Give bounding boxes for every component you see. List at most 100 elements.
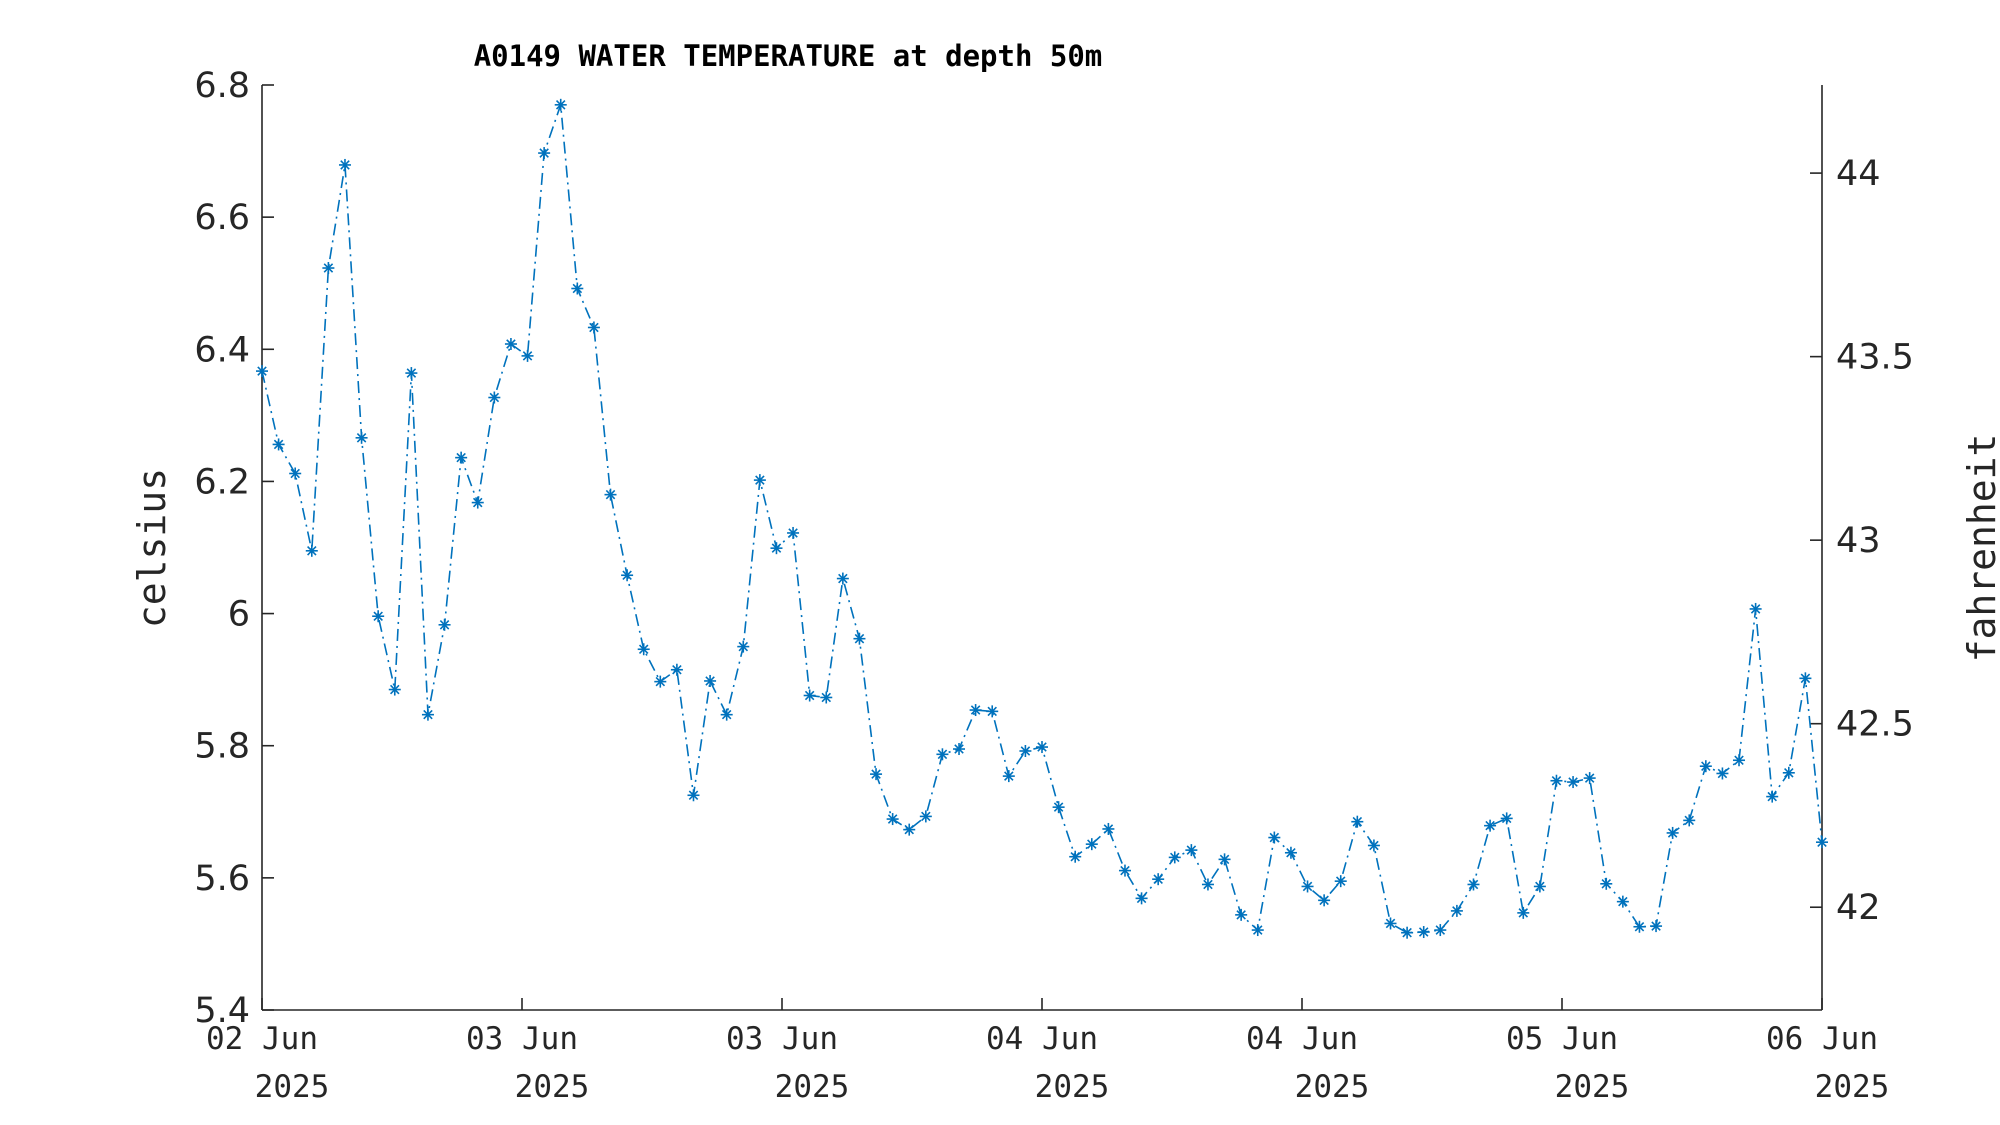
data-point <box>1118 864 1131 877</box>
data-point <box>903 823 916 836</box>
data-point <box>1052 801 1065 814</box>
data-point <box>289 467 302 480</box>
data-point <box>1616 895 1629 908</box>
y2-tick-label: 44 <box>1836 154 1881 194</box>
data-point <box>388 683 401 696</box>
data-point <box>853 632 866 645</box>
data-point <box>820 691 833 704</box>
data-point <box>770 542 783 555</box>
data-point <box>521 349 534 362</box>
data-point <box>1301 880 1314 893</box>
data-point <box>1716 767 1729 780</box>
data-point <box>1683 814 1696 827</box>
data-point <box>471 496 484 509</box>
data-point <box>438 618 451 631</box>
data-point <box>1135 892 1148 905</box>
x-tick-year: 2025 <box>1035 1069 1110 1105</box>
x-tick-label: 06 Jun <box>1766 1021 1878 1057</box>
data-point <box>1583 772 1596 785</box>
data-point <box>654 675 667 688</box>
data-point <box>1185 844 1198 857</box>
x-ticks: 02 Jun 2025 03 Jun 2025 03 Jun 2025 04 Jun 2025… <box>206 998 1889 1105</box>
y-tick-label: 6.6 <box>194 198 250 238</box>
data-point <box>1401 926 1414 939</box>
data-point <box>1533 880 1546 893</box>
data-point <box>670 663 683 676</box>
x-tick-year: 2025 <box>1295 1069 1370 1105</box>
y-tick-label: 5.8 <box>194 727 250 767</box>
data-point <box>1633 920 1646 933</box>
data-point <box>272 438 285 451</box>
data-point <box>1102 822 1115 835</box>
data-point <box>372 610 385 623</box>
data-point <box>455 451 468 464</box>
data-point <box>405 367 418 380</box>
y-axis-label: celsius <box>130 468 174 628</box>
data-point <box>1002 770 1015 783</box>
data-point <box>1268 831 1281 844</box>
data-point <box>1036 741 1048 754</box>
y2-tick-label: 43 <box>1836 521 1881 561</box>
data-point <box>421 708 434 721</box>
y-tick-label: 5.4 <box>194 991 250 1031</box>
x-tick-year: 2025 <box>1555 1069 1630 1105</box>
data-point <box>621 569 634 582</box>
data-point <box>1467 878 1480 891</box>
chart-title: A0149 WATER TEMPERATURE at depth 50m <box>474 39 1103 73</box>
data-point <box>953 743 966 756</box>
data-point <box>1152 873 1165 886</box>
data-point <box>305 544 318 557</box>
data-point <box>1251 924 1264 937</box>
y2-axis-label: fahrenheit <box>1960 434 2000 663</box>
data-point <box>870 768 883 781</box>
data-point <box>1284 846 1297 859</box>
data-point <box>1666 826 1679 839</box>
data-point <box>803 689 816 702</box>
x-tick-label: 04 Jun <box>986 1021 1098 1057</box>
data-point <box>355 431 368 444</box>
data-point <box>1699 760 1712 773</box>
data-point <box>919 810 932 823</box>
data-point <box>1766 790 1779 803</box>
y-tick-label: 6.4 <box>194 330 250 370</box>
data-point <box>1484 819 1497 832</box>
data-point <box>1567 776 1580 789</box>
data-point <box>886 813 899 826</box>
data-point <box>1417 926 1430 939</box>
data-point <box>1367 839 1380 852</box>
data-point <box>1334 875 1347 888</box>
data-point <box>687 789 700 802</box>
data-point <box>969 704 982 717</box>
data-point <box>787 526 800 539</box>
data-point <box>256 365 268 378</box>
data-point <box>1816 836 1828 849</box>
y2-tick-label: 43.5 <box>1836 338 1914 378</box>
data-point <box>554 98 567 111</box>
series-markers <box>256 98 1828 939</box>
x-tick-year: 2025 <box>1815 1069 1890 1105</box>
data-point <box>1782 766 1795 779</box>
y2-tick-label: 42 <box>1836 888 1881 928</box>
x-tick-label: 04 Jun <box>1246 1021 1358 1057</box>
right-y-ticks: 42 42.5 43 43.5 44 <box>1810 154 1914 928</box>
data-point <box>637 643 650 656</box>
data-point <box>1085 838 1098 851</box>
left-y-ticks: 5.4 5.6 5.8 6 6.2 6.4 6.6 6.8 <box>194 66 274 1031</box>
x-tick-year: 2025 <box>775 1069 850 1105</box>
data-point <box>1069 850 1082 863</box>
data-point <box>986 705 999 718</box>
data-point <box>587 321 600 334</box>
y-tick-label: 6.2 <box>194 462 250 502</box>
y2-tick-label: 42.5 <box>1836 705 1914 745</box>
data-point <box>322 262 335 275</box>
data-point <box>1799 672 1812 685</box>
data-point <box>1318 894 1331 907</box>
data-point <box>1434 924 1447 937</box>
data-point <box>704 674 717 687</box>
y-tick-label: 6.8 <box>194 66 250 106</box>
data-point <box>538 147 551 160</box>
data-point <box>1235 908 1248 921</box>
data-point <box>1500 812 1513 825</box>
data-point <box>1218 853 1231 866</box>
